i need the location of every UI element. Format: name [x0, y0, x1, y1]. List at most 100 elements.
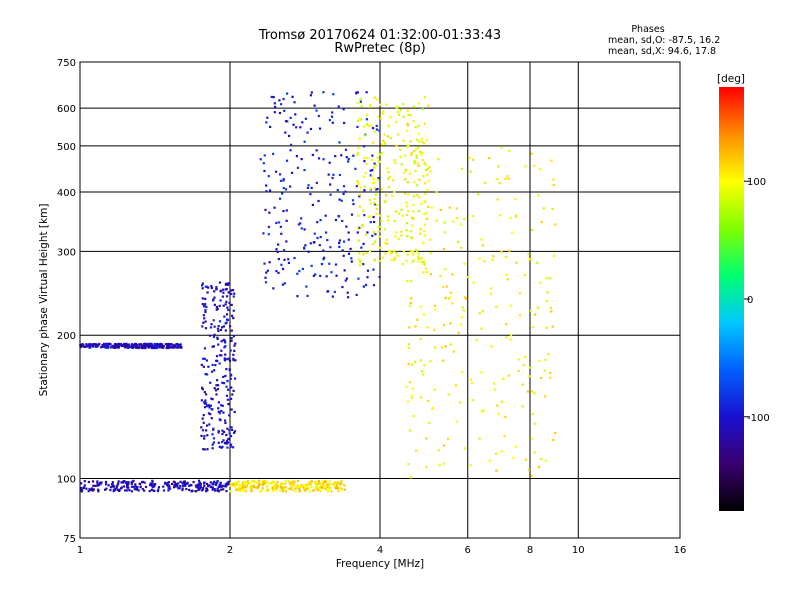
data-point [363, 185, 366, 188]
data-point [233, 377, 237, 380]
data-point [296, 480, 300, 483]
data-point [150, 342, 153, 346]
data-point [206, 424, 209, 427]
data-point [203, 401, 206, 404]
data-point [174, 483, 178, 486]
data-point [505, 323, 508, 326]
data-point [359, 259, 362, 263]
data-point [206, 489, 209, 492]
data-point [538, 359, 541, 362]
data-point [437, 449, 440, 452]
data-point [97, 344, 100, 347]
data-point [421, 140, 424, 144]
data-point [550, 159, 553, 162]
data-point [215, 379, 219, 382]
data-point [210, 286, 214, 290]
data-point [419, 337, 422, 341]
data-point [156, 342, 159, 346]
data-point [359, 100, 362, 103]
data-point [456, 240, 460, 244]
data-point [413, 162, 416, 165]
data-point [293, 101, 296, 104]
data-point [217, 329, 220, 333]
data-point [265, 271, 268, 274]
data-point [211, 398, 214, 401]
data-point [397, 237, 400, 241]
data-point [443, 248, 446, 251]
data-point [207, 286, 210, 289]
data-point [392, 258, 396, 262]
data-point [188, 488, 191, 492]
data-point [167, 343, 170, 346]
data-point [402, 250, 405, 253]
data-point [356, 153, 359, 156]
data-point [363, 214, 366, 217]
data-point [252, 484, 255, 487]
data-point [329, 193, 332, 196]
data-point [134, 485, 137, 488]
data-point [211, 345, 214, 348]
colorbar-tick-label: 0 [747, 295, 753, 306]
data-point [215, 286, 218, 289]
data-point [285, 159, 289, 162]
data-point [256, 481, 259, 485]
data-point [215, 355, 219, 358]
data-point [322, 91, 325, 94]
data-point [96, 481, 99, 484]
data-point [480, 371, 483, 374]
data-point [315, 149, 318, 152]
stats-o-mode: mean, sd,O: -87.5, 16.2 [608, 35, 720, 46]
data-point [471, 214, 475, 218]
data-point [249, 485, 252, 488]
data-point [344, 190, 347, 193]
data-point [80, 344, 83, 348]
data-point [289, 116, 292, 119]
data-point [262, 232, 265, 235]
data-point [223, 346, 226, 349]
data-point [89, 346, 92, 349]
data-point [548, 277, 551, 280]
data-point [225, 313, 229, 316]
data-point [352, 203, 355, 206]
data-point [141, 344, 144, 348]
data-point [410, 151, 413, 154]
data-point [213, 290, 216, 293]
data-point [350, 213, 354, 216]
data-point [144, 345, 147, 348]
data-point [226, 379, 229, 383]
data-point [496, 177, 499, 181]
data-point [92, 345, 95, 348]
data-point [368, 105, 372, 108]
data-point [423, 263, 426, 266]
data-point [222, 325, 225, 328]
data-point [334, 155, 337, 158]
data-point [419, 396, 423, 399]
data-point [294, 490, 297, 493]
data-point [357, 146, 360, 150]
data-point [364, 233, 367, 236]
data-point [282, 209, 285, 213]
data-point [219, 484, 222, 487]
data-point [274, 489, 277, 492]
data-point [369, 215, 372, 218]
data-point [203, 484, 206, 488]
data-point [529, 309, 532, 312]
data-point [392, 249, 396, 252]
data-point [502, 377, 505, 381]
data-point [356, 125, 359, 129]
data-point [287, 258, 290, 261]
data-point [507, 374, 510, 377]
data-point [225, 394, 229, 397]
data-point [225, 433, 228, 437]
data-point [533, 164, 536, 167]
data-point [301, 267, 305, 271]
data-point [309, 490, 312, 493]
data-point [421, 373, 425, 376]
data-point [316, 486, 319, 489]
data-point [208, 334, 212, 337]
data-point [209, 485, 212, 489]
data-point [424, 267, 427, 270]
data-point [84, 345, 87, 348]
data-point [361, 225, 364, 228]
data-point [373, 220, 376, 224]
